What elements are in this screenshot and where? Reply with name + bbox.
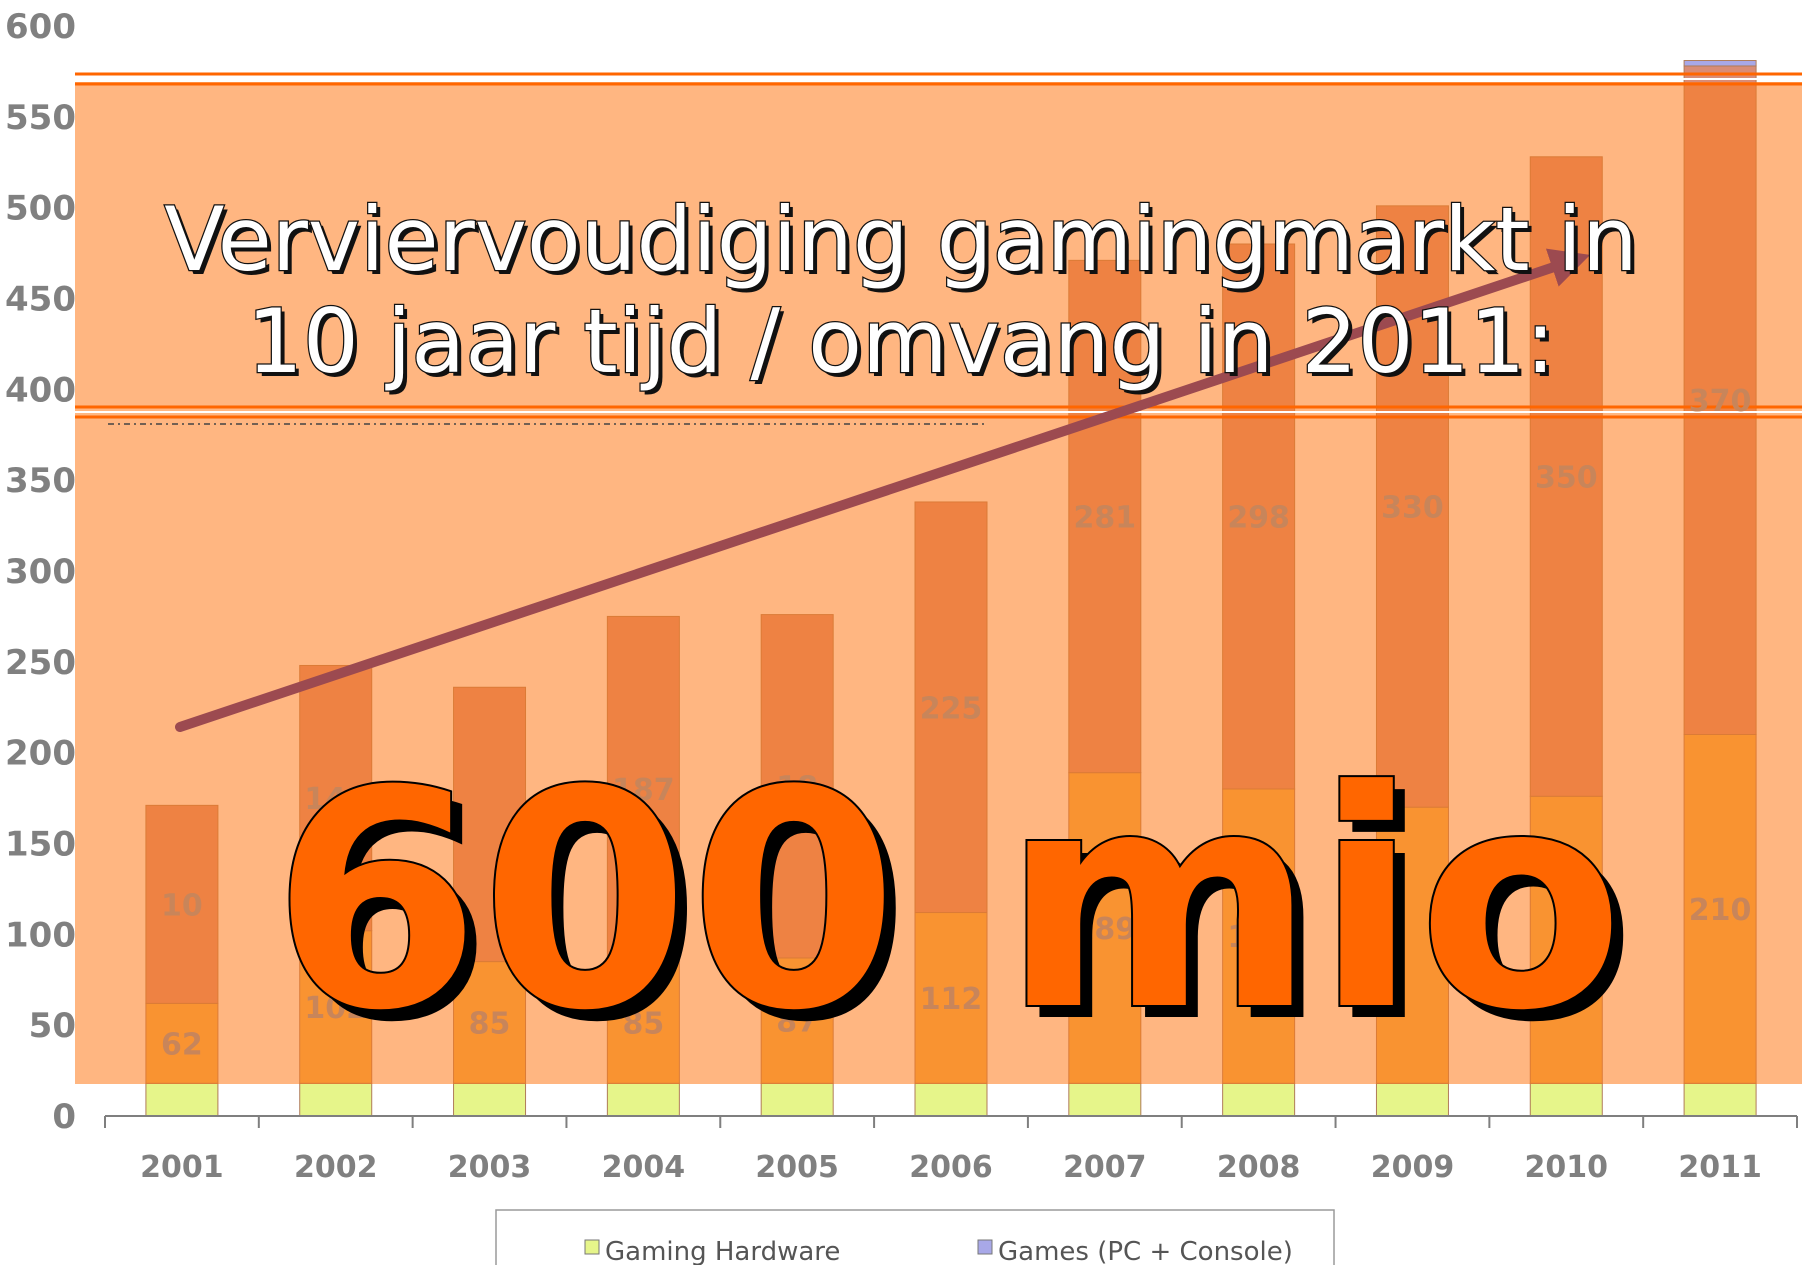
middle-band: [75, 405, 1802, 419]
data-label: 87: [776, 1005, 818, 1040]
y-tick-label: 450: [5, 280, 76, 320]
y-tick-label: 300: [5, 552, 76, 592]
svg-text:Verviervoudiging gamingmarkt i: Verviervoudiging gamingmarkt in: [168, 192, 1642, 295]
y-tick-label: 50: [29, 1006, 76, 1046]
bar-segment: [1068, 1082, 1142, 1117]
headline-line-2: 10 jaar tijd / omvang in 2011:: [247, 290, 1555, 393]
data-label: 298: [1227, 501, 1290, 536]
data-label: 10: [161, 888, 203, 923]
bar-segment: [1375, 1082, 1449, 1117]
bar-segment: [1529, 1082, 1603, 1117]
data-label: 189: [1074, 912, 1137, 947]
bar-segment: [914, 1082, 988, 1117]
data-label: 281: [1074, 501, 1137, 536]
y-tick-label: 200: [5, 734, 76, 774]
bar-segment: [299, 1082, 373, 1117]
svg-text:600 mio: 600 mio: [284, 739, 1636, 1088]
data-label: 112: [920, 982, 983, 1017]
x-tick-label: 2011: [1678, 1150, 1762, 1185]
legend-label: Games (PC + Console): [998, 1237, 1293, 1265]
data-label: 144: [304, 782, 367, 817]
data-label: 85: [469, 1006, 511, 1041]
data-label: 330: [1381, 491, 1444, 526]
top-band: [75, 72, 1802, 86]
data-labels: 62 10 102 144 85 85 187 87 18 112 225 189 281 180 298 3…: [161, 384, 1751, 1062]
bar-segment: [1683, 1082, 1757, 1117]
x-tick-label: 2006: [909, 1150, 993, 1185]
data-label: 180: [1227, 920, 1290, 955]
data-label: 102: [304, 991, 367, 1026]
big-number: 600 mio 600 mio: [270, 725, 1636, 1088]
x-tick-label: 2001: [140, 1150, 224, 1185]
legend-swatch: [584, 1239, 600, 1255]
y-tick-label: 350: [5, 461, 76, 501]
data-label: 210: [1689, 893, 1752, 928]
y-tick-label: 0: [52, 1097, 76, 1137]
data-label: 370: [1689, 384, 1752, 419]
headline-line-1: Verviervoudiging gamingmarkt in: [164, 188, 1638, 291]
bar-segment: [760, 1082, 834, 1117]
bar-segment: [606, 1082, 680, 1117]
bar-segment: [145, 1082, 219, 1117]
data-label: 187: [612, 773, 675, 808]
data-label: 225: [920, 691, 983, 726]
bar-segment: [453, 1082, 527, 1117]
x-tick-label: 2004: [602, 1150, 686, 1185]
data-label: 85: [622, 1006, 664, 1041]
legend-box: [495, 1209, 1335, 1265]
x-tick-label: 2007: [1063, 1150, 1147, 1185]
legend-label: Gaming Hardware: [605, 1237, 840, 1265]
legend: Gaming Hardware Games (PC + Console): [495, 1209, 1335, 1265]
data-label: 350: [1535, 461, 1598, 496]
y-tick-label: 150: [5, 825, 76, 865]
data-label: 62: [161, 1027, 203, 1062]
x-tick-label: 2010: [1525, 1150, 1609, 1185]
x-tick-label: 2003: [448, 1150, 532, 1185]
x-tick-label: 2002: [294, 1150, 378, 1185]
x-axis: 2001 2002 2003 2004 2005 2006 2007 2008 2009 2010…: [104, 1115, 1798, 1185]
headline: Verviervoudiging gamingmarkt in Vervierv…: [163, 187, 1642, 397]
y-axis: 0 50 100 150 200 250 300 350 400 450 500 550 600: [5, 7, 76, 1137]
x-tick-label: 2009: [1371, 1150, 1455, 1185]
bar-segment: [1222, 1082, 1296, 1117]
x-tick-label: 2005: [755, 1150, 839, 1185]
y-tick-label: 500: [5, 189, 76, 229]
y-tick-label: 550: [5, 98, 76, 138]
y-tick-label: 600: [5, 7, 76, 47]
overlay-panel: [75, 82, 1802, 1084]
y-tick-label: 100: [5, 915, 76, 955]
legend-swatch: [977, 1239, 993, 1255]
y-tick-label: 400: [5, 370, 76, 410]
x-tick-label: 2008: [1217, 1150, 1301, 1185]
y-tick-label: 250: [5, 643, 76, 683]
data-label: 18: [776, 770, 818, 805]
svg-text:10 jaar tijd / omvang in 2011:: 10 jaar tijd / omvang in 2011:: [251, 294, 1559, 397]
bar-segment: [1683, 60, 1757, 67]
big-number-text: 600 mio: [272, 727, 1624, 1076]
trend-arrow: [175, 248, 1591, 732]
